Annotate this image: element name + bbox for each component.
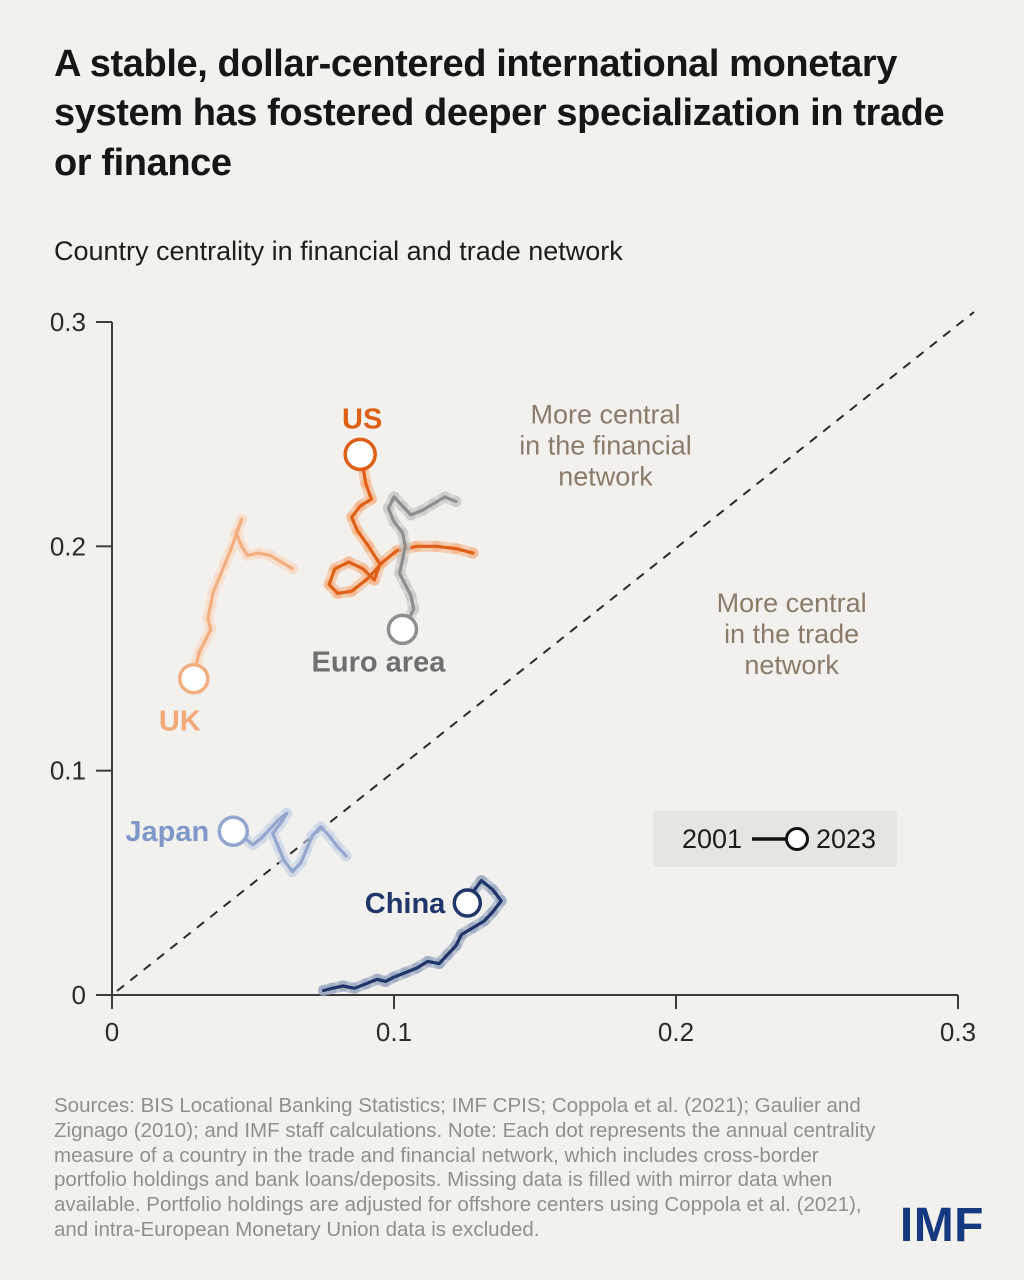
legend-start-label: 2001 bbox=[682, 824, 742, 854]
source-note: Sources: BIS Locational Banking Statisti… bbox=[54, 1094, 876, 1241]
japan-label: Japan bbox=[125, 816, 209, 848]
legend-end-label: 2023 bbox=[816, 824, 876, 854]
us-label: US bbox=[342, 403, 382, 435]
china-label: China bbox=[365, 888, 446, 920]
legend-end-marker bbox=[785, 827, 809, 851]
y-tick-label: 0.2 bbox=[50, 531, 86, 561]
euro-area-trajectory bbox=[386, 495, 458, 631]
x-tick-label: 0.2 bbox=[658, 1017, 694, 1047]
euro-area-label: Euro area bbox=[312, 646, 447, 678]
diagonal-line bbox=[116, 311, 975, 992]
chart-subtitle: Country centrality in financial and trad… bbox=[54, 236, 623, 266]
china-trajectory bbox=[321, 878, 503, 993]
japan-end-marker bbox=[217, 815, 250, 847]
us-end-marker bbox=[343, 437, 377, 472]
uk-end-marker bbox=[178, 662, 210, 695]
region-annotation: More central in the trade network bbox=[717, 588, 867, 680]
uk-label: UK bbox=[159, 706, 201, 738]
y-tick-label: 0 bbox=[72, 980, 86, 1010]
euro-area-end-marker bbox=[386, 613, 419, 646]
x-tick-label: 0.1 bbox=[376, 1017, 412, 1047]
y-tick-label: 0.3 bbox=[50, 307, 86, 337]
uk-trajectory bbox=[192, 517, 295, 681]
x-tick-label: 0 bbox=[105, 1017, 119, 1047]
imf-logo: IMF bbox=[899, 1199, 984, 1252]
y-tick-label: 0.1 bbox=[50, 756, 86, 786]
chart-title: A stable, dollar-centered international … bbox=[54, 43, 945, 184]
china-end-marker bbox=[452, 888, 483, 918]
japan-trajectory bbox=[231, 811, 348, 874]
x-tick-label: 0.3 bbox=[940, 1017, 976, 1047]
chart-canvas: 0 0.1 0.2 0.3 0 0.1 0.2 0.3 More central in the f… bbox=[50, 307, 976, 1047]
region-annotation: More central in the financial network bbox=[519, 399, 692, 491]
